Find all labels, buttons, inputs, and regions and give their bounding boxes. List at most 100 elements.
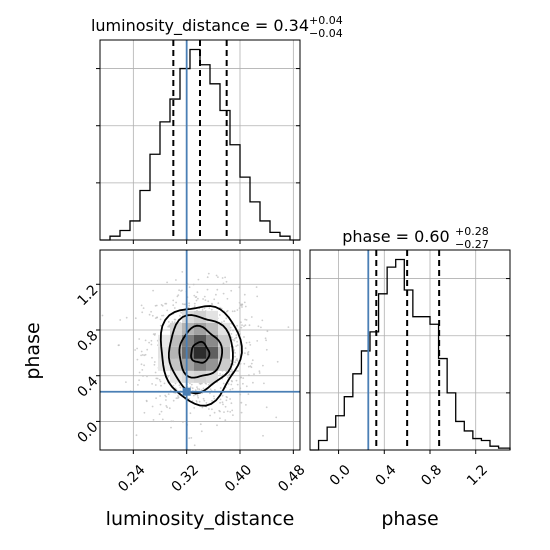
joint-scatter-point — [202, 397, 205, 400]
joint-scatter-point — [243, 301, 246, 304]
joint-scatter-point — [216, 424, 218, 427]
joint-scatter-point — [155, 377, 158, 380]
joint-scatter-point — [159, 318, 162, 321]
joint-scatter-point — [248, 341, 251, 344]
joint-scatter-point — [264, 337, 267, 340]
joint-scatter-point — [159, 395, 162, 397]
joint-scatter-point — [242, 377, 245, 379]
luminosity-distance-marginal-panel — [96, 39, 301, 244]
joint-scatter-point — [256, 295, 259, 298]
joint-truth-marker — [182, 387, 191, 396]
joint-density-cell — [182, 334, 194, 347]
joint-scatter-point — [209, 414, 212, 417]
joint-scatter-point — [247, 365, 250, 368]
ld-title-upper: +0.04 — [309, 14, 343, 27]
joint-scatter-point — [226, 297, 229, 300]
joint-scatter-point — [253, 373, 255, 375]
joint-scatter-point — [222, 403, 224, 406]
joint-density-cell — [182, 310, 194, 323]
joint-density-cell — [170, 358, 182, 371]
joint-density-cell — [206, 334, 218, 347]
joint-scatter-point — [134, 317, 137, 320]
ld-marginal-ticks — [96, 68, 300, 244]
joint-scatter-point — [239, 333, 242, 335]
joint-scatter-point — [238, 301, 241, 304]
joint-scatter-point — [150, 339, 153, 342]
joint-scatter-point — [208, 408, 210, 410]
joint-scatter-point — [239, 387, 242, 390]
joint-scatter-point — [178, 289, 181, 292]
joint-xtick-label-2: 0.40 — [222, 462, 255, 495]
phase-title-upper: +0.28 — [455, 225, 489, 238]
joint-scatter-point — [234, 355, 236, 358]
joint-scatter-point — [140, 354, 143, 357]
joint-scatter-point — [193, 444, 196, 447]
phase-marginal-histogram — [310, 258, 511, 451]
ld-marginal-frame — [99, 39, 301, 241]
joint-scatter-point — [161, 418, 164, 421]
joint-scatter-point — [252, 381, 254, 384]
joint-scatter-point — [148, 313, 151, 316]
joint-contour-2 — [178, 324, 223, 379]
ld-title-lower: −0.04 — [309, 27, 343, 40]
joint-scatter-point — [219, 417, 221, 420]
joint-scatter-point — [236, 324, 239, 327]
joint-scatter-point — [182, 421, 184, 423]
x-axis-label-phase: phase — [381, 508, 438, 530]
joint-scatter-point — [188, 304, 191, 307]
joint-scatter-point — [154, 371, 157, 374]
joint-scatter-point — [287, 326, 290, 328]
joint-scatter-point — [219, 373, 222, 375]
joint-scatter-point — [146, 375, 148, 378]
y-axis-label-phase: phase — [22, 322, 44, 379]
joint-scatter-point — [214, 389, 216, 391]
joint-scatter-point — [176, 295, 179, 298]
joint-scatter-point — [230, 289, 233, 292]
joint-scatter-point — [188, 397, 190, 400]
joint-scatter-point — [262, 434, 264, 437]
joint-scatter-point — [229, 359, 232, 362]
joint-scatter-point — [163, 382, 166, 385]
joint-scatter-point — [172, 304, 175, 307]
joint-scatter-point — [165, 399, 167, 401]
joint-density-cell — [194, 346, 206, 359]
joint-scatter-point — [235, 336, 238, 339]
joint-scatter-point — [232, 338, 234, 341]
joint-scatter-point — [172, 399, 175, 402]
joint-scatter-point — [203, 399, 206, 402]
joint-scatter-point — [210, 308, 213, 311]
joint-scatter-point — [167, 393, 170, 395]
joint-scatter-point — [209, 388, 212, 391]
joint-scatter-point — [233, 337, 236, 340]
joint-scatter-point — [170, 462, 172, 464]
joint-scatter-point — [245, 319, 248, 321]
joint-scatter-point — [159, 403, 162, 406]
joint-scatter-point — [236, 383, 239, 386]
joint-scatter-point — [138, 338, 141, 340]
joint-scatter-point — [154, 333, 157, 335]
joint-density-cell — [206, 322, 218, 335]
joint-scatter-point — [225, 399, 228, 402]
joint-contour-1 — [190, 340, 211, 364]
joint-scatter-point — [227, 376, 229, 379]
joint-scatter-point — [217, 302, 220, 304]
joint-scatter-point — [224, 276, 227, 279]
joint-scatter-point — [168, 407, 171, 410]
joint-scatter-point — [230, 336, 233, 339]
joint-scatter-point — [263, 382, 265, 385]
joint-scatter-point — [225, 280, 228, 283]
joint-scatter-point — [221, 277, 224, 279]
joint-scatter-point — [143, 411, 146, 414]
joint-scatter-point — [140, 363, 143, 366]
joint-scatter-point — [241, 324, 243, 326]
joint-scatter-point — [240, 303, 242, 306]
joint-scatter-point — [231, 409, 234, 412]
joint-scatter-point — [224, 419, 227, 421]
joint-scatter-point — [151, 356, 153, 359]
joint-scatter-point — [192, 283, 195, 286]
joint-scatter-point — [240, 401, 243, 404]
joint-scatter-point — [251, 359, 254, 362]
ld-title-main: luminosity_distance = 0.34 — [91, 16, 309, 36]
joint-scatter-point — [166, 281, 169, 284]
